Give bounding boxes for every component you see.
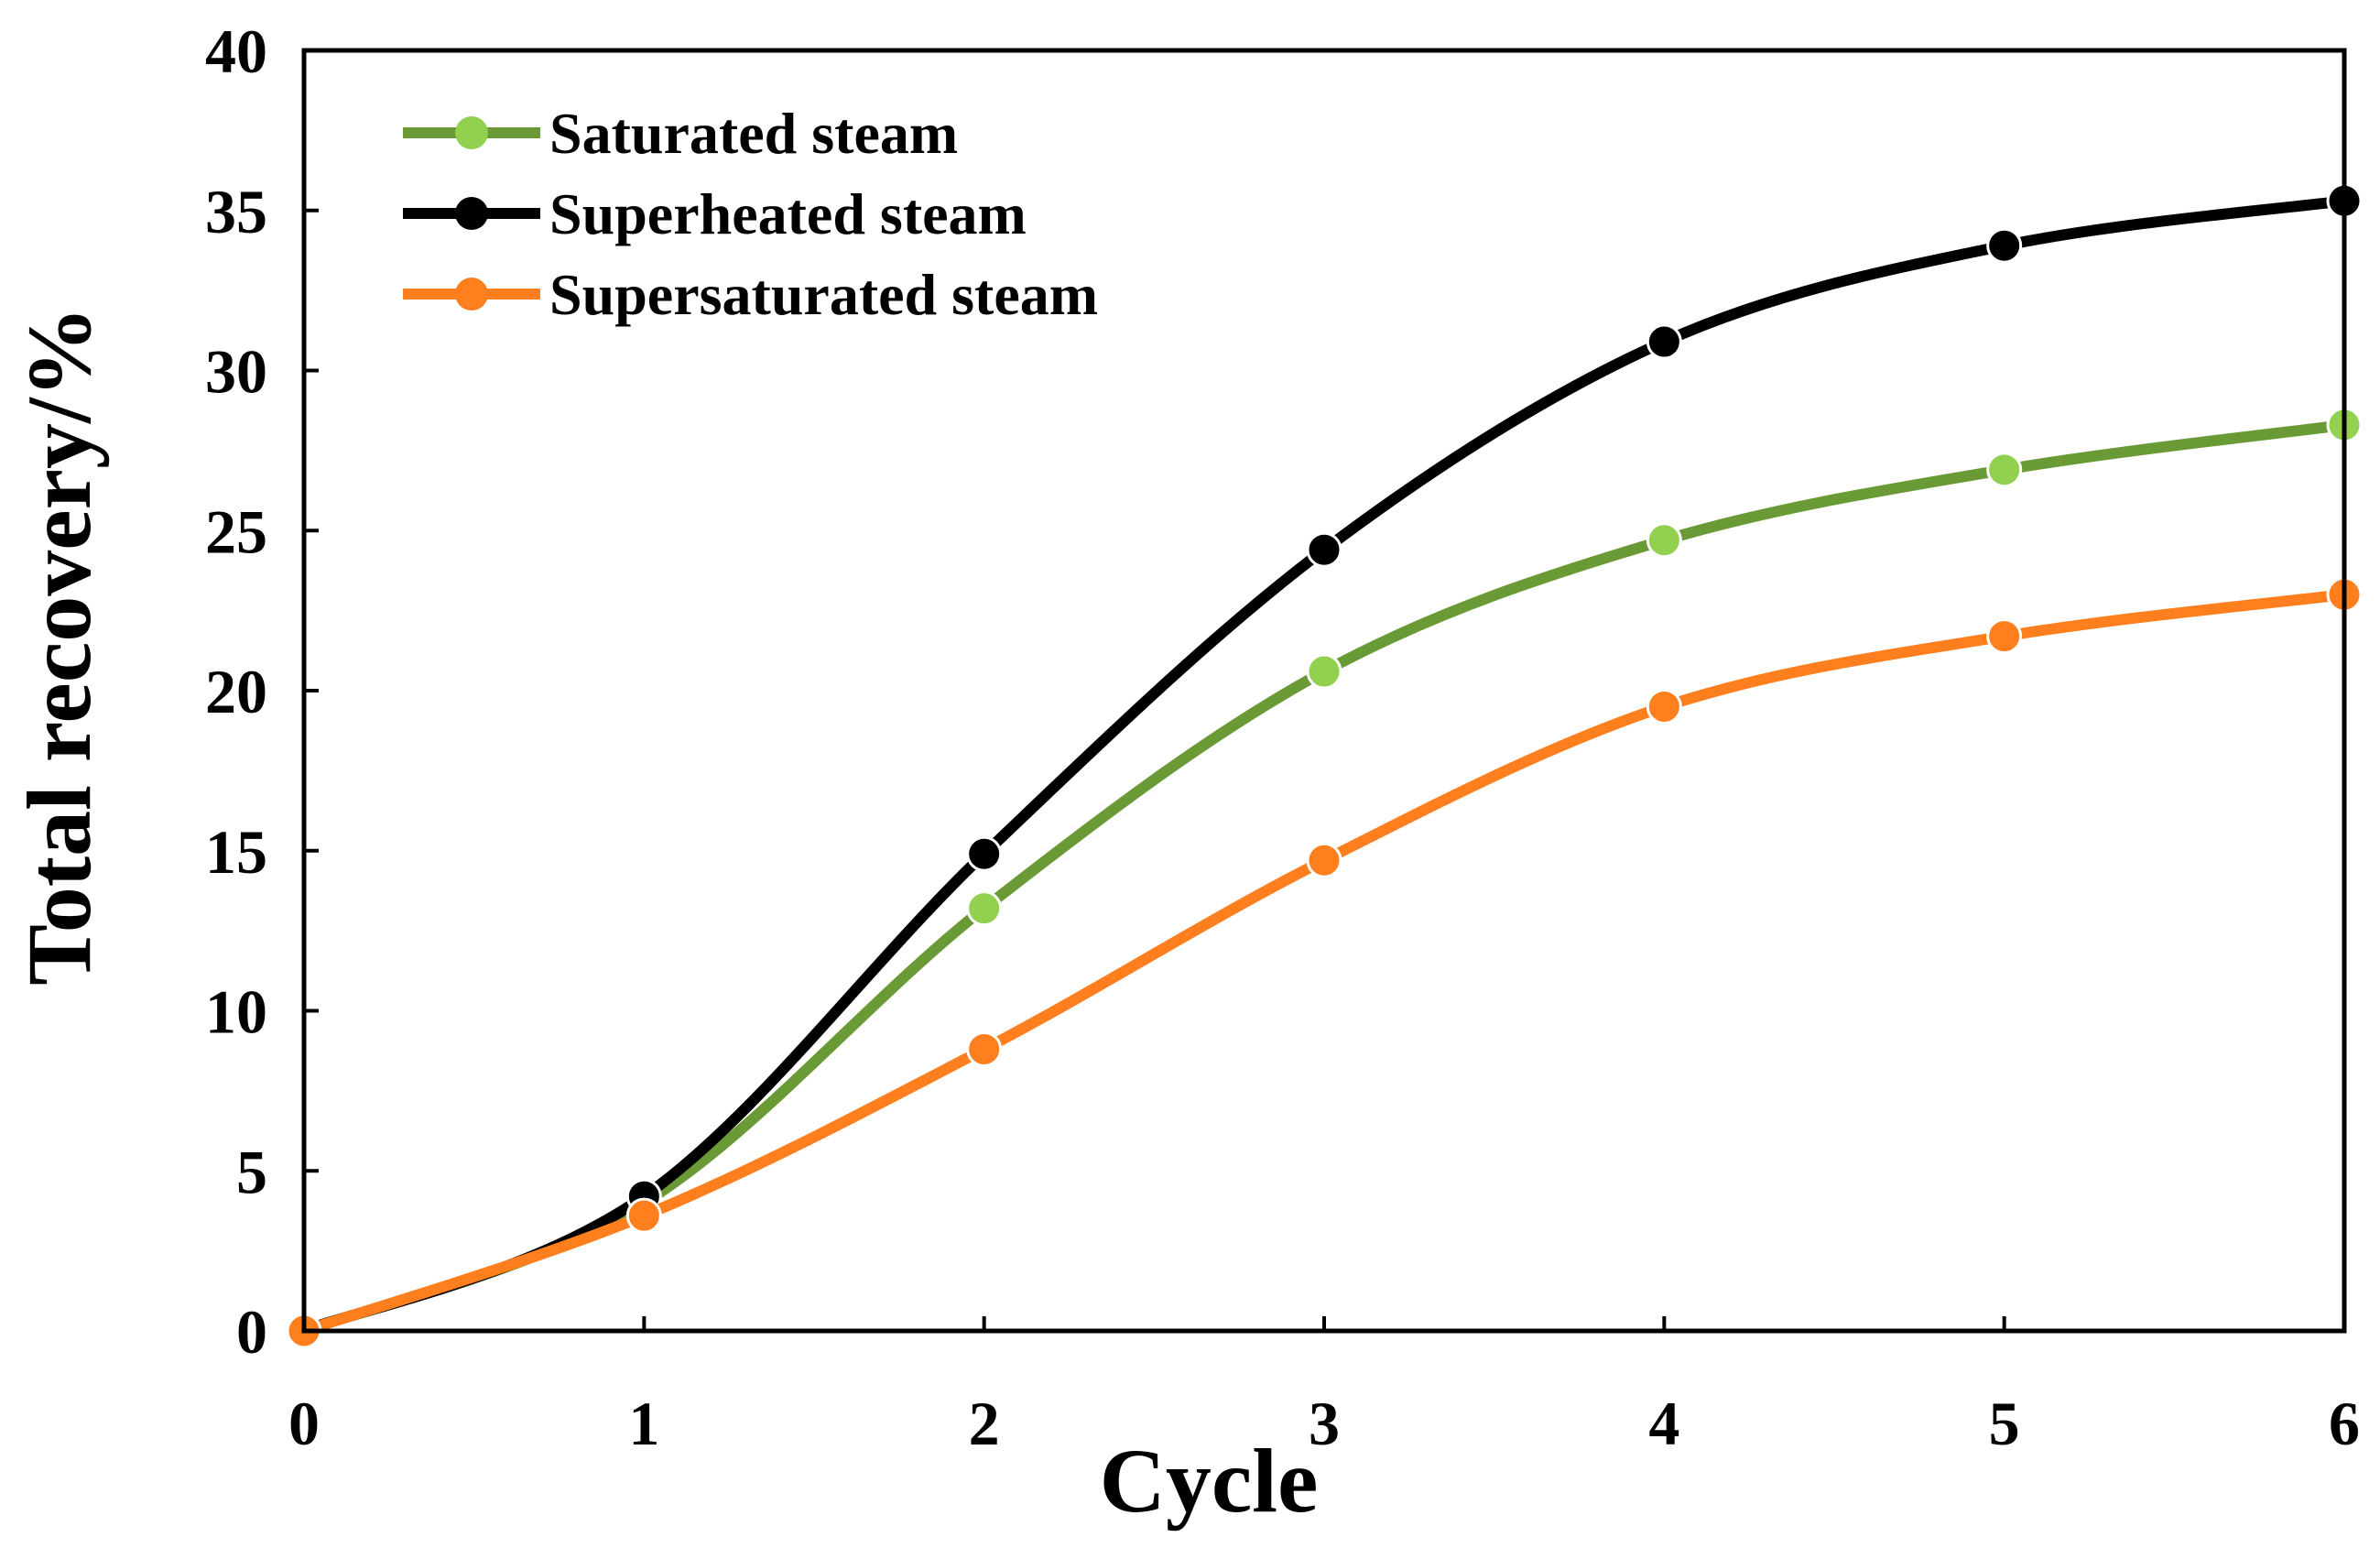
data-point — [1986, 227, 2023, 264]
series-layer — [286, 182, 2363, 1349]
y-tick-label: 40 — [205, 16, 267, 86]
series-line — [299, 195, 2350, 1336]
data-point — [966, 835, 1003, 872]
y-tick-label: 30 — [205, 337, 267, 407]
data-point — [1646, 688, 1682, 725]
data-point — [1646, 323, 1682, 360]
data-point — [1306, 842, 1342, 878]
y-tick-label: 20 — [205, 657, 267, 726]
series-2 — [286, 182, 2363, 1349]
series-3 — [286, 576, 2363, 1349]
legend: Saturated steam Superheated steam Supersat… — [403, 101, 1098, 327]
y-axis-ticks: 0 5 10 15 20 25 30 35 40 — [205, 16, 319, 1367]
legend-swatch-marker — [455, 116, 488, 149]
y-tick-label: 15 — [205, 817, 267, 887]
y-tick-label: 10 — [205, 977, 267, 1047]
data-point — [1646, 522, 1682, 559]
y-tick-label: 5 — [236, 1137, 267, 1206]
x-tick-label: 5 — [1989, 1389, 2020, 1458]
x-tick-label: 4 — [1648, 1389, 1679, 1458]
data-point — [1306, 653, 1342, 690]
x-tick-label: 1 — [628, 1389, 659, 1458]
legend-label: Superheated steam — [549, 181, 1027, 246]
x-axis-ticks: 0 1 2 3 4 5 6 — [288, 1316, 2360, 1458]
y-tick-label: 35 — [205, 177, 267, 246]
y-axis-title: Total recovery/% — [8, 306, 110, 986]
legend-swatch-marker — [455, 278, 488, 311]
x-tick-label: 6 — [2329, 1389, 2360, 1458]
x-tick-label: 0 — [288, 1389, 320, 1458]
data-point — [1986, 452, 2023, 488]
y-tick-label: 0 — [236, 1297, 267, 1367]
data-point — [1306, 531, 1342, 568]
data-point — [1986, 618, 2023, 655]
data-point — [966, 890, 1003, 927]
x-axis-title: Cycle — [1100, 1430, 1319, 1532]
legend-label: Saturated steam — [549, 101, 958, 166]
x-tick-label: 2 — [969, 1389, 1000, 1458]
y-tick-label: 25 — [205, 496, 267, 566]
data-point — [966, 1030, 1003, 1067]
data-point — [625, 1197, 662, 1234]
legend-swatch-marker — [455, 197, 488, 230]
x-tick-label: 3 — [1309, 1389, 1340, 1458]
legend-label: Supersaturated steam — [549, 262, 1098, 327]
